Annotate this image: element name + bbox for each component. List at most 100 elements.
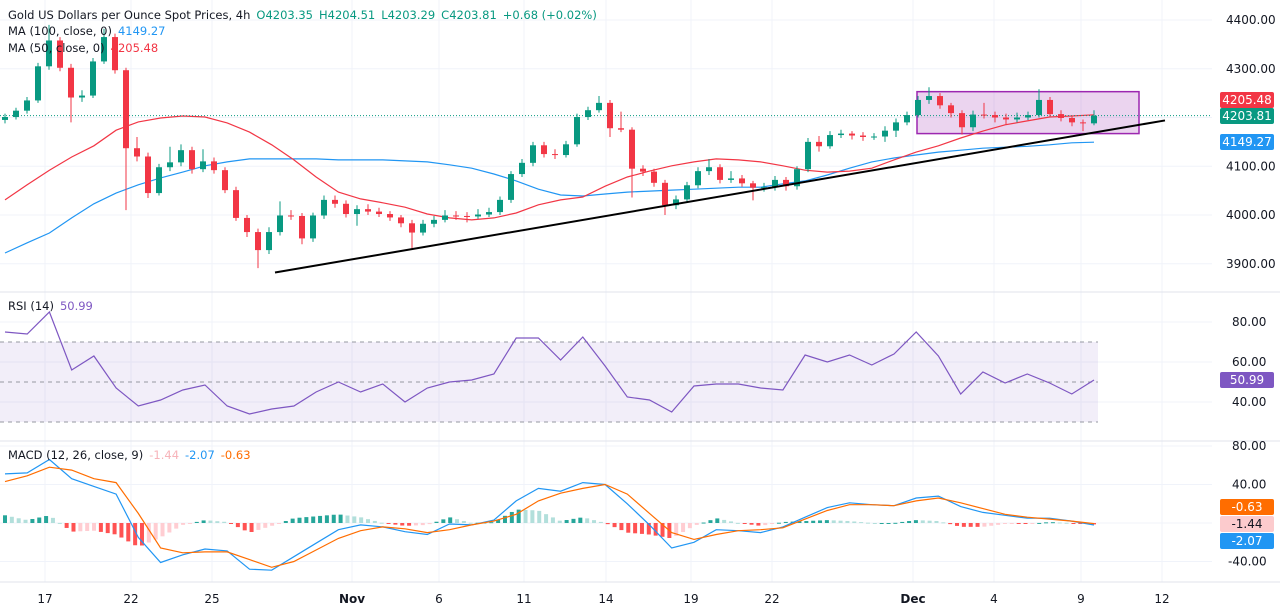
candle[interactable] bbox=[431, 215, 437, 228]
candle[interactable] bbox=[2, 113, 8, 124]
candle[interactable] bbox=[266, 227, 272, 254]
candle[interactable] bbox=[442, 210, 448, 223]
candle[interactable] bbox=[596, 96, 602, 113]
candle[interactable] bbox=[68, 63, 74, 123]
candle[interactable] bbox=[1036, 89, 1042, 118]
candle[interactable] bbox=[794, 166, 800, 190]
symbol-title[interactable]: Gold US Dollars per Ounce Spot Prices, 4… bbox=[8, 8, 251, 22]
candle[interactable] bbox=[13, 107, 19, 120]
candle[interactable] bbox=[519, 158, 525, 177]
candle[interactable] bbox=[959, 110, 965, 135]
candle[interactable] bbox=[101, 28, 107, 64]
candle[interactable] bbox=[706, 158, 712, 176]
candle[interactable] bbox=[772, 176, 778, 191]
candle[interactable] bbox=[1014, 112, 1020, 123]
candle[interactable] bbox=[530, 141, 536, 167]
candle[interactable] bbox=[156, 163, 162, 196]
candle[interactable] bbox=[739, 175, 745, 187]
candle[interactable] bbox=[1047, 97, 1053, 118]
candle[interactable] bbox=[398, 215, 404, 228]
candle[interactable] bbox=[1091, 110, 1097, 126]
candle[interactable] bbox=[761, 182, 767, 192]
candle[interactable] bbox=[57, 37, 63, 72]
macd-legend[interactable]: MACD (12, 26, close, 9) -1.44 -2.07 -0.63 bbox=[8, 447, 257, 463]
candle[interactable] bbox=[178, 144, 184, 167]
candle[interactable] bbox=[90, 58, 96, 98]
candle[interactable] bbox=[937, 93, 943, 109]
candle[interactable] bbox=[970, 110, 976, 132]
candle[interactable] bbox=[662, 179, 668, 215]
candle[interactable] bbox=[134, 137, 140, 162]
candle[interactable] bbox=[35, 62, 41, 103]
candle[interactable] bbox=[497, 196, 503, 215]
candle[interactable] bbox=[453, 211, 459, 220]
candle[interactable] bbox=[860, 132, 866, 141]
candle[interactable] bbox=[893, 118, 899, 137]
candle[interactable] bbox=[651, 168, 657, 187]
candle[interactable] bbox=[1080, 119, 1086, 132]
candle[interactable] bbox=[24, 97, 30, 114]
candle[interactable] bbox=[79, 90, 85, 102]
candle[interactable] bbox=[585, 106, 591, 120]
candle[interactable] bbox=[255, 228, 261, 269]
candle[interactable] bbox=[552, 149, 558, 159]
candle[interactable] bbox=[46, 24, 52, 70]
candle[interactable] bbox=[618, 111, 624, 133]
trendline[interactable] bbox=[274, 119, 1166, 274]
candle[interactable] bbox=[508, 171, 514, 203]
candle[interactable] bbox=[871, 133, 877, 140]
candle[interactable] bbox=[387, 211, 393, 221]
candle[interactable] bbox=[376, 207, 382, 217]
candle[interactable] bbox=[728, 171, 734, 183]
candle[interactable] bbox=[354, 205, 360, 226]
macd-pane[interactable] bbox=[3, 458, 1096, 571]
candle[interactable] bbox=[849, 131, 855, 140]
ma50-legend[interactable]: MA (50, close, 0) 4205.48 bbox=[8, 40, 164, 56]
candle[interactable] bbox=[277, 201, 283, 236]
candle[interactable] bbox=[816, 136, 822, 152]
candle[interactable] bbox=[926, 87, 932, 104]
candle[interactable] bbox=[233, 186, 239, 221]
candle[interactable] bbox=[1003, 113, 1009, 125]
candle[interactable] bbox=[915, 96, 921, 118]
candle[interactable] bbox=[123, 67, 129, 211]
candle[interactable] bbox=[1025, 111, 1031, 120]
candle[interactable] bbox=[167, 146, 173, 172]
candle[interactable] bbox=[321, 195, 327, 219]
price-pane[interactable] bbox=[0, 24, 1212, 274]
candle[interactable] bbox=[717, 164, 723, 184]
candle[interactable] bbox=[827, 131, 833, 149]
candle[interactable] bbox=[222, 167, 228, 194]
candle[interactable] bbox=[343, 200, 349, 218]
candle[interactable] bbox=[904, 111, 910, 126]
candle[interactable] bbox=[629, 127, 635, 198]
rsi-pane[interactable] bbox=[0, 310, 1098, 423]
candle[interactable] bbox=[145, 152, 151, 198]
candle[interactable] bbox=[948, 102, 954, 118]
rsi-legend[interactable]: RSI (14) 50.99 bbox=[8, 298, 99, 314]
candle[interactable] bbox=[838, 129, 844, 138]
candle[interactable] bbox=[607, 99, 613, 137]
candle[interactable] bbox=[112, 33, 118, 74]
candle[interactable] bbox=[1069, 115, 1075, 127]
candle[interactable] bbox=[673, 195, 679, 210]
candle[interactable] bbox=[805, 137, 811, 173]
candle[interactable] bbox=[365, 204, 371, 215]
candle[interactable] bbox=[541, 141, 547, 158]
candle[interactable] bbox=[992, 111, 998, 123]
candle[interactable] bbox=[486, 207, 492, 217]
candle[interactable] bbox=[464, 212, 470, 223]
candle[interactable] bbox=[563, 140, 569, 158]
candle[interactable] bbox=[244, 215, 250, 237]
axes[interactable]: 4400.00 4300.00 4100.00 4000.00 3900.00 80.00… bbox=[37, 13, 1275, 606]
candle[interactable] bbox=[640, 165, 646, 176]
candle[interactable] bbox=[1058, 110, 1064, 122]
candle[interactable] bbox=[288, 210, 294, 220]
candle[interactable] bbox=[420, 219, 426, 236]
candle[interactable] bbox=[409, 219, 415, 250]
candle[interactable] bbox=[684, 181, 690, 203]
candle[interactable] bbox=[211, 157, 217, 174]
candle[interactable] bbox=[310, 212, 316, 242]
candle[interactable] bbox=[299, 213, 305, 245]
